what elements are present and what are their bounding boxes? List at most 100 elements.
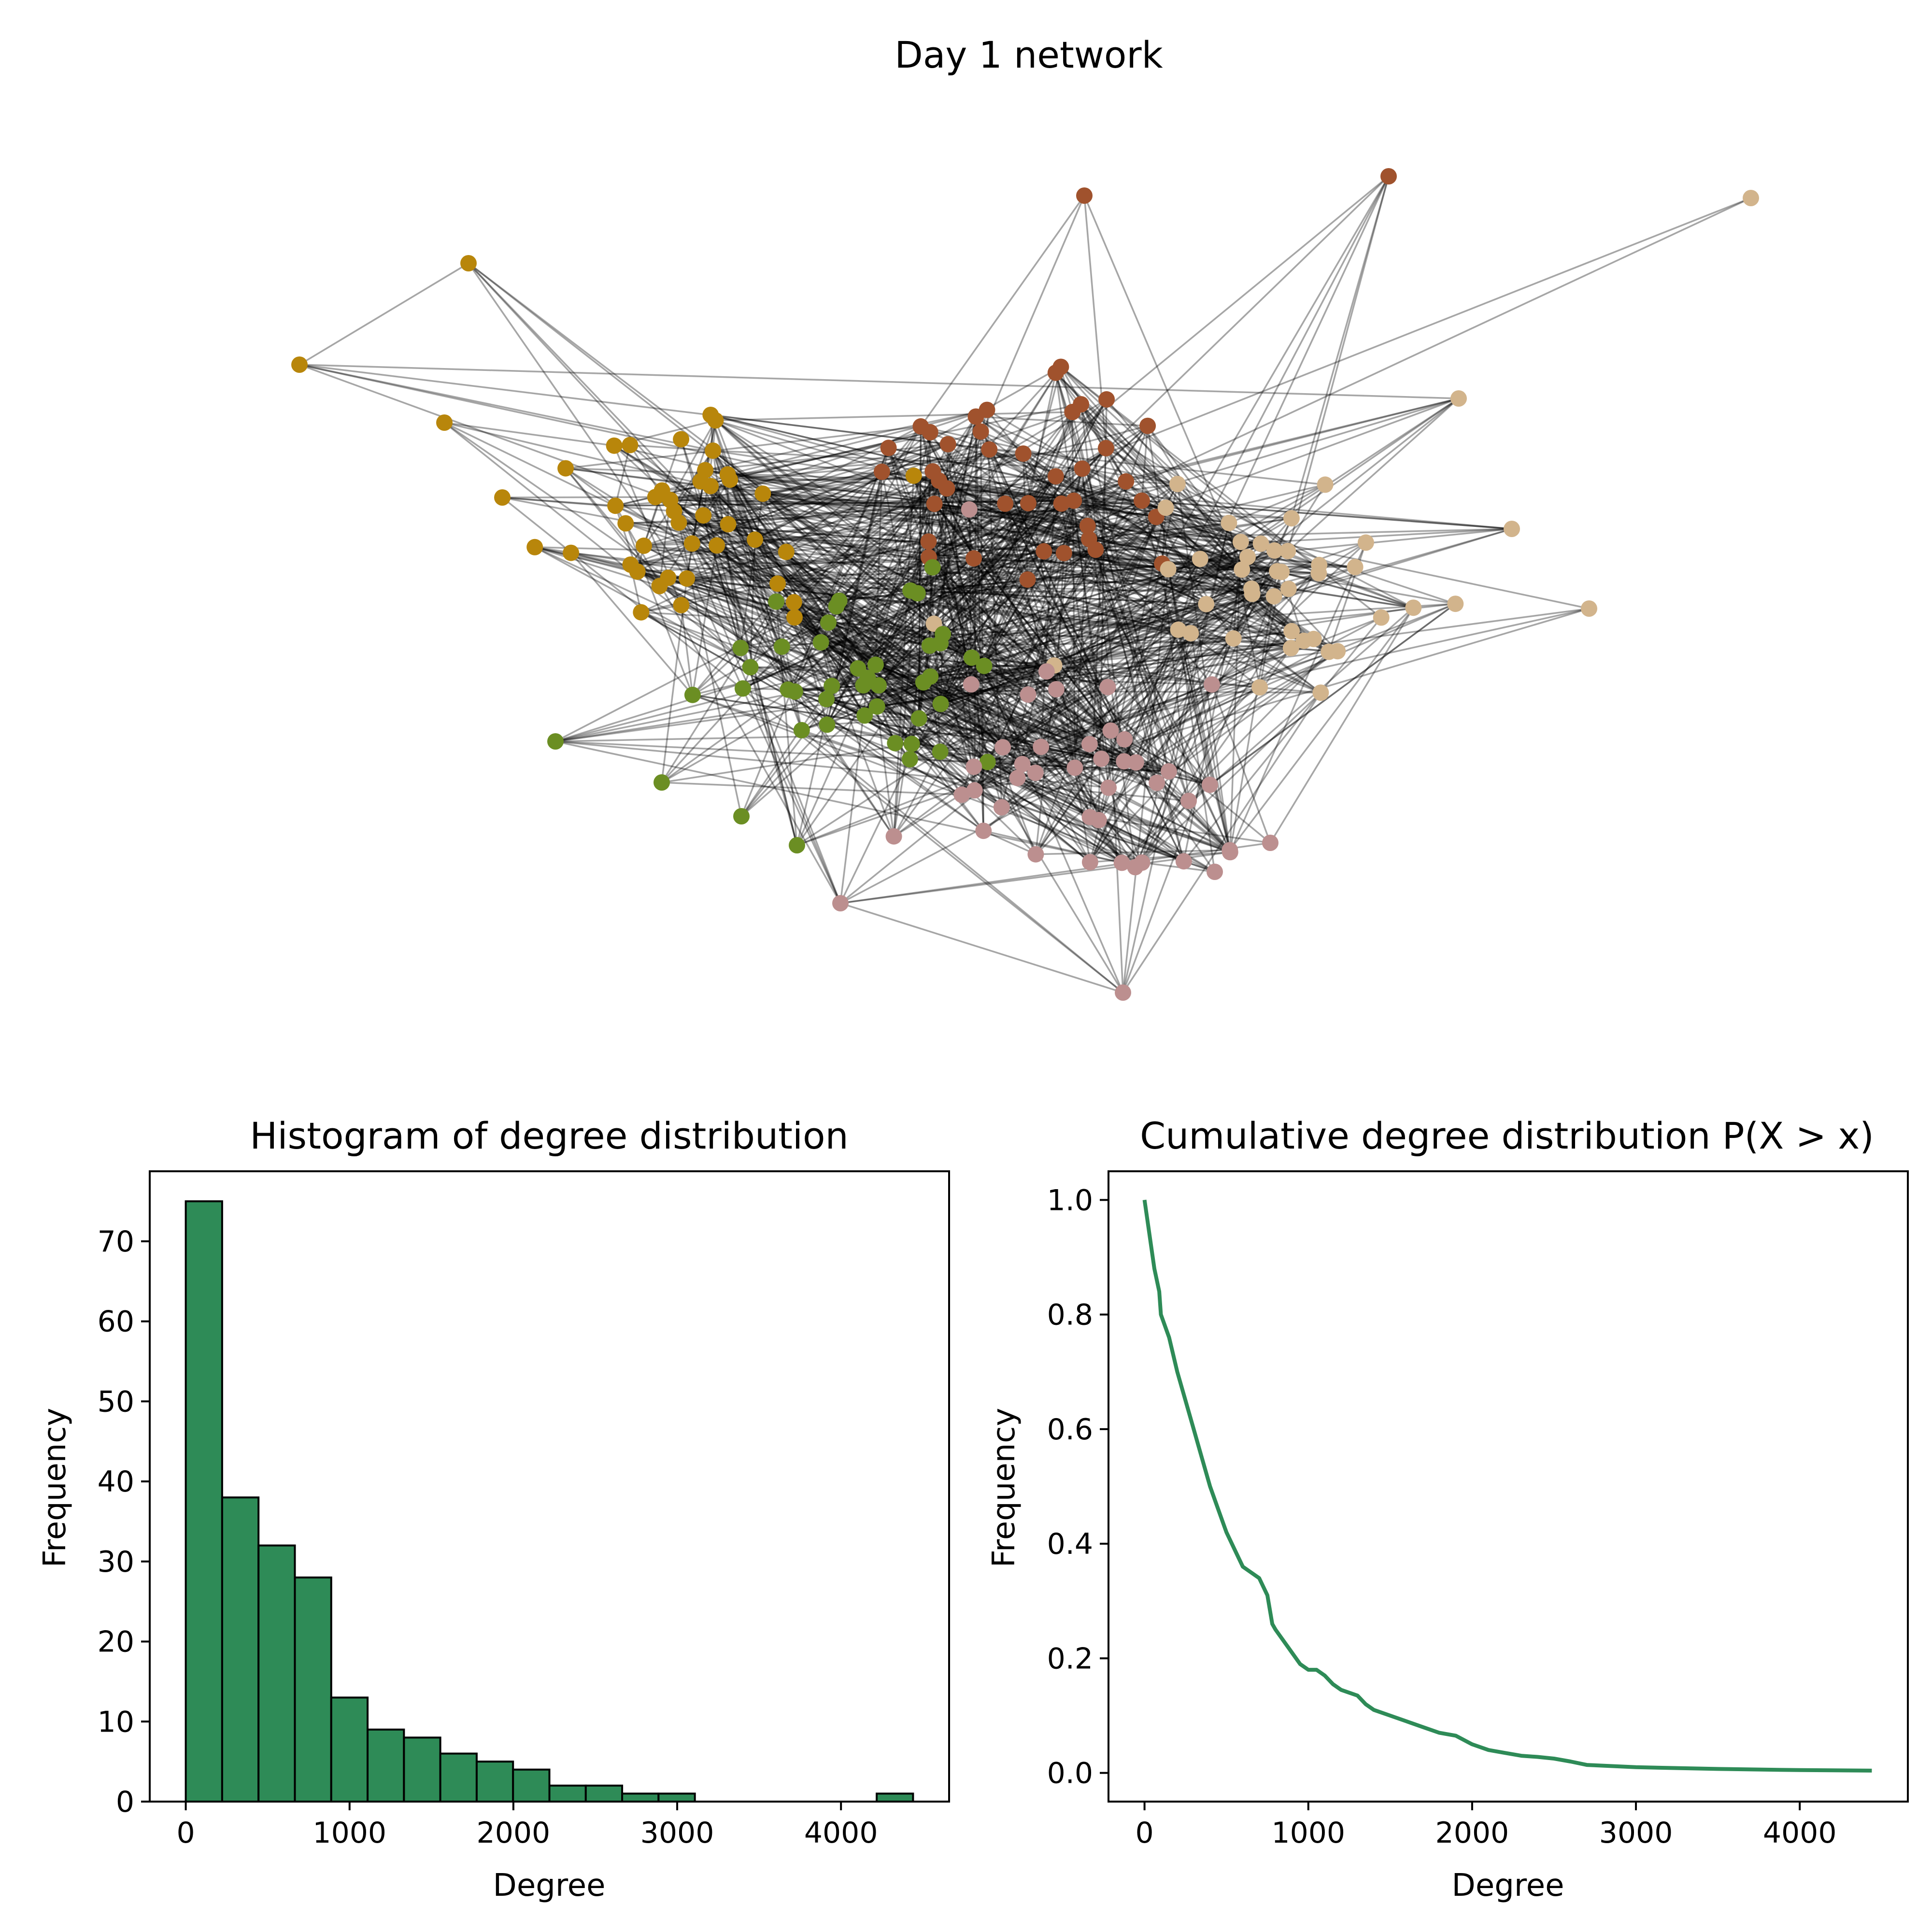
network-edge (864, 550, 1275, 717)
network-node (1311, 556, 1328, 573)
network-edge (710, 414, 1282, 573)
network-edge (895, 541, 1241, 744)
network-edge (1233, 518, 1293, 639)
network-edge (821, 641, 1054, 667)
network-node (1207, 864, 1223, 880)
network-edge (643, 545, 778, 584)
network-edge (787, 556, 930, 691)
network-node (885, 828, 902, 845)
network-edge (893, 500, 1143, 837)
network-edge (801, 729, 1124, 994)
network-edge (928, 481, 1126, 558)
network-edge (1155, 516, 1235, 639)
network-node (1157, 499, 1174, 516)
network-edge (1190, 633, 1231, 851)
network-edge (838, 600, 1184, 862)
network-node (622, 556, 639, 573)
network-node (1015, 445, 1032, 462)
network-node (935, 626, 952, 642)
network-edge (727, 523, 972, 659)
network-edge (692, 694, 1124, 762)
network-edge (777, 582, 1191, 634)
cumulative-y-tick-label: 0.2 (1047, 1642, 1093, 1676)
network-edge (630, 564, 1169, 772)
network-edge (1089, 528, 1512, 540)
network-edge (930, 675, 1212, 685)
network-node (1198, 596, 1215, 612)
network-edge (668, 577, 1028, 581)
network-edge (680, 605, 694, 695)
network-edge (710, 485, 1004, 748)
network-edge (974, 558, 1201, 791)
network-edge (980, 430, 1166, 509)
network-edge (444, 422, 669, 579)
network-edge (1074, 526, 1089, 768)
network-edge (1141, 800, 1190, 863)
network-edge (938, 480, 1229, 524)
network-edge (875, 471, 883, 665)
network-edge (1089, 176, 1390, 745)
network-edge (444, 422, 614, 447)
network-edge (973, 766, 1122, 864)
network-node (993, 799, 1010, 816)
network-node (820, 614, 837, 631)
network-edge (877, 550, 1288, 708)
network-edge (637, 570, 975, 791)
network-edge (989, 449, 1321, 694)
histogram-x-tick-label: 4000 (804, 1816, 878, 1850)
network-node (1099, 679, 1116, 696)
network-edge (929, 549, 1096, 647)
network-edge (555, 677, 868, 742)
network-edge (1022, 550, 1275, 765)
network-edge (614, 444, 631, 506)
network-edge (727, 523, 930, 647)
network-node (1115, 984, 1131, 1001)
network-node (1234, 561, 1250, 578)
network-node (1047, 468, 1064, 485)
network-edge (1073, 500, 1163, 565)
network-node (1380, 168, 1397, 185)
network-edge (742, 550, 1045, 689)
network-node (932, 696, 949, 712)
histogram-y-tick-label: 10 (98, 1705, 134, 1739)
network-edge (928, 540, 1321, 694)
network-edge (881, 471, 1137, 763)
network-edge (920, 426, 1262, 545)
network-edge (1097, 399, 1108, 820)
network-edge (1017, 777, 1231, 853)
network-node (967, 408, 984, 425)
network-edge (878, 476, 1057, 686)
network-edge (1240, 398, 1459, 543)
network-edge (1177, 483, 1338, 652)
network-node (1139, 417, 1156, 434)
network-edge (534, 546, 896, 744)
network-edge (727, 524, 984, 832)
network-edge (878, 645, 930, 686)
network-node (1180, 793, 1197, 810)
network-node (1087, 541, 1104, 558)
network-edge (534, 546, 638, 573)
network-edge (555, 607, 1414, 742)
network-edge (776, 503, 935, 603)
network-edge (502, 497, 616, 507)
network-edge (793, 601, 1122, 864)
network-edge (928, 398, 1459, 558)
network-node (1222, 842, 1238, 859)
network-edge (840, 616, 1382, 904)
network-edge (893, 488, 948, 837)
network-node (1283, 510, 1300, 527)
network-edge (692, 542, 941, 644)
network-edge (973, 416, 977, 791)
network-edge (1053, 556, 1248, 667)
network-edge (989, 448, 1241, 543)
network-edge (794, 426, 922, 618)
network-edge (704, 469, 866, 716)
network-edge (928, 556, 1231, 853)
network-edge (443, 422, 751, 668)
network-node (1009, 769, 1026, 786)
network-edge (1135, 571, 1282, 763)
network-edge (928, 522, 1229, 558)
network-edge (1291, 608, 1590, 649)
network-edge (1046, 542, 1262, 672)
network-edge (826, 698, 1184, 862)
